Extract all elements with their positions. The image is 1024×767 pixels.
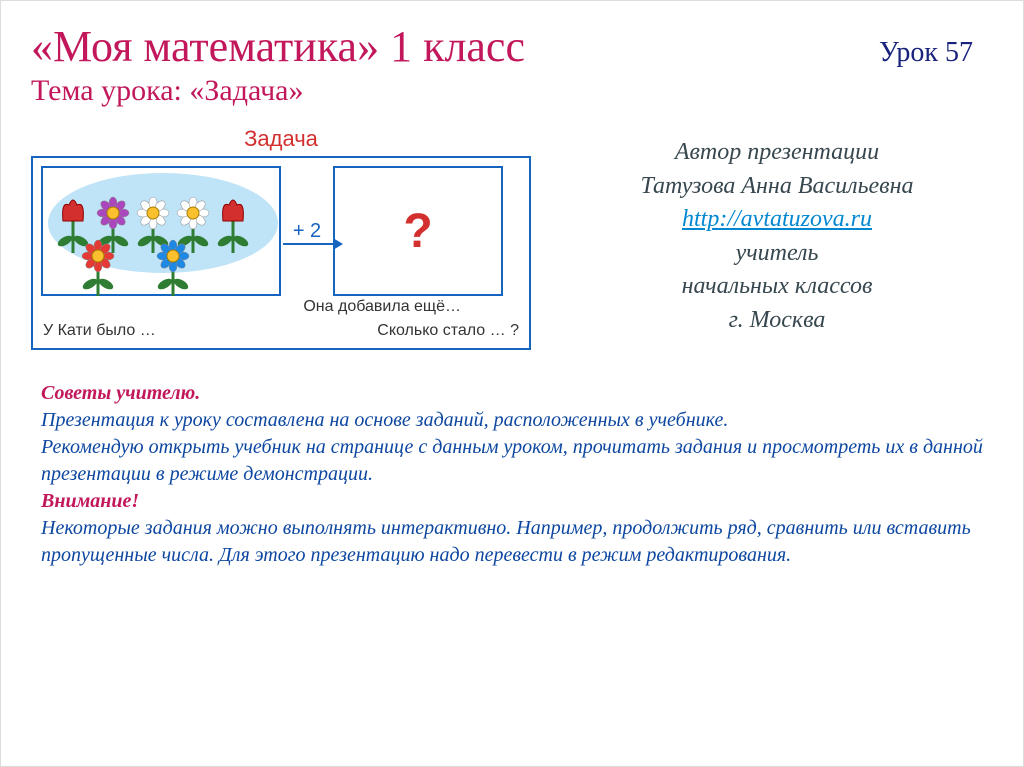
advice-p3: Некоторые задания можно выполнять интера… xyxy=(41,517,971,566)
author-link[interactable]: http://avtatuzova.ru xyxy=(682,206,872,232)
author-line1: Автор презентации xyxy=(561,136,993,170)
problem-diagram: Задача + 2 ? xyxy=(31,126,531,350)
slide: «Моя математика» 1 класс Урок 57 Тема ур… xyxy=(0,0,1024,767)
main-title: «Моя математика» 1 класс xyxy=(31,21,525,72)
diagram-title: Задача xyxy=(31,126,531,152)
caption-row: У Кати было … Сколько стало … ? xyxy=(41,322,521,340)
diagram-box: + 2 ? Она добавила ещё… У Кати было … Ск… xyxy=(31,156,531,350)
author-role2: начальных классов xyxy=(561,270,993,304)
lesson-topic: Тема урока: «Задача» xyxy=(31,74,993,108)
author-block: Автор презентации Татузова Анна Васильев… xyxy=(561,126,993,350)
middle-row: Задача + 2 ? xyxy=(31,126,993,350)
flower-box xyxy=(41,166,281,296)
added-label: Она добавила ещё… xyxy=(41,298,521,316)
caption-left: У Кати было … xyxy=(43,322,156,340)
question-mark: ? xyxy=(403,204,432,259)
author-role: учитель xyxy=(561,237,993,271)
header-row: «Моя математика» 1 класс Урок 57 xyxy=(31,21,993,72)
advice-block: Советы учителю. Презентация к уроку сост… xyxy=(31,380,993,569)
author-city: г. Москва xyxy=(561,304,993,338)
lesson-number: Урок 57 xyxy=(879,37,973,69)
advice-heading2: Внимание! xyxy=(41,490,139,512)
advice-p2: Рекомендую открыть учебник на странице с… xyxy=(41,436,983,485)
caption-right: Сколько стало … ? xyxy=(377,322,519,340)
question-box: ? xyxy=(333,166,503,296)
author-name: Татузова Анна Васильевна xyxy=(561,170,993,204)
advice-heading1: Советы учителю. xyxy=(41,382,200,404)
diagram-boxes-row: + 2 ? xyxy=(41,166,521,296)
advice-p1: Презентация к уроку составлена на основе… xyxy=(41,409,728,431)
flowers-illustration xyxy=(43,168,283,298)
arrow-icon xyxy=(283,234,343,254)
